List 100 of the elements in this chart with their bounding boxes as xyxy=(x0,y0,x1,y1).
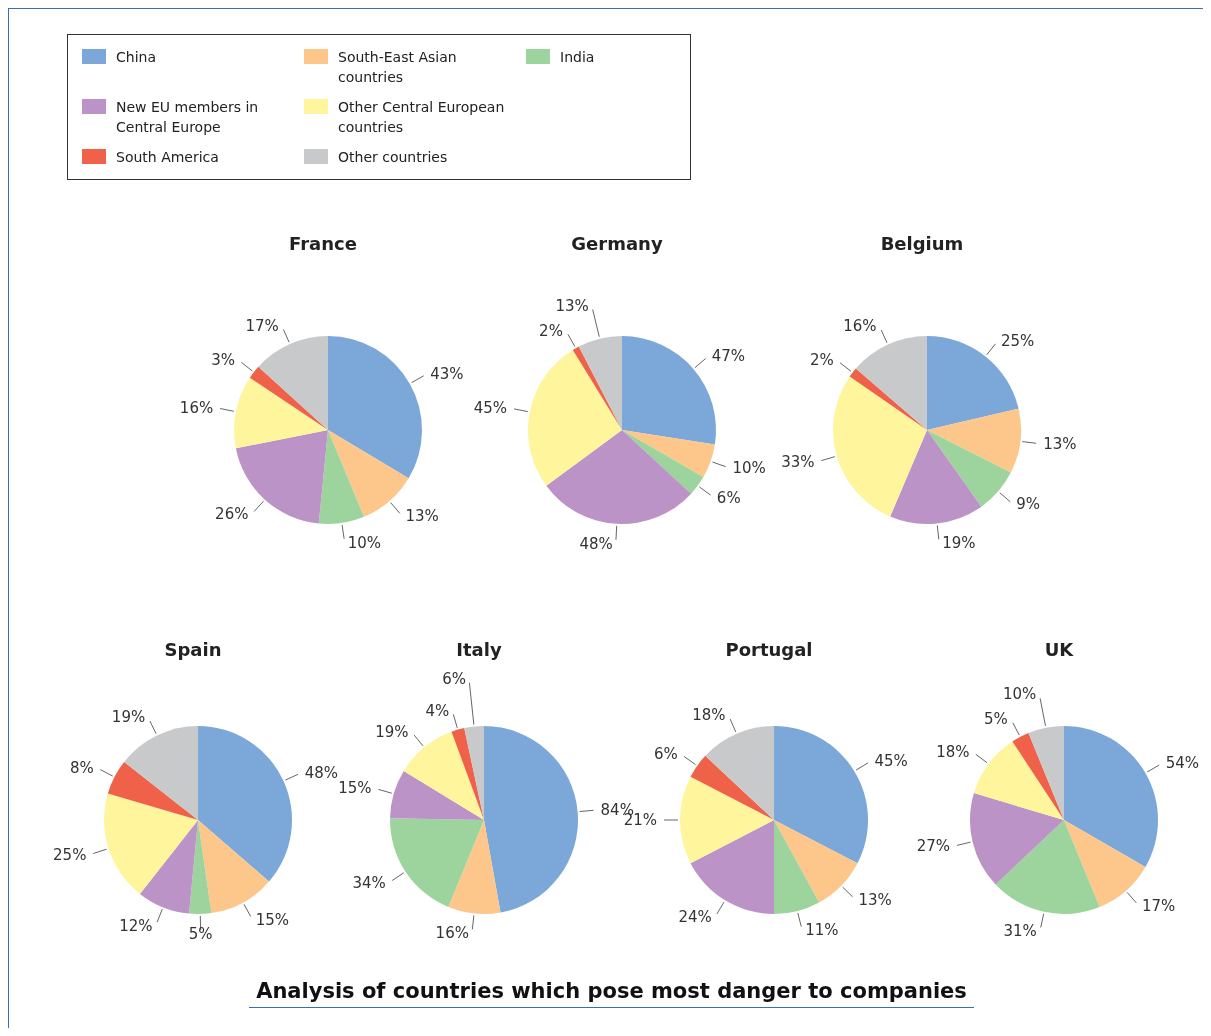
data-label: 48% xyxy=(579,534,613,553)
data-label: 4% xyxy=(425,701,450,720)
chart-title: UK xyxy=(1043,639,1075,662)
pie-slice xyxy=(622,430,715,477)
data-label: 45% xyxy=(473,399,508,418)
pie-slice xyxy=(622,430,704,494)
pie-slice xyxy=(258,336,328,430)
legend-label: South America xyxy=(116,148,220,167)
legend-label: China xyxy=(116,48,157,67)
pie-slice xyxy=(927,430,1011,507)
pie-slice xyxy=(849,368,927,430)
data-label: 10% xyxy=(732,459,766,477)
legend-label: South-East Asian countries xyxy=(338,48,458,87)
pie-slice xyxy=(578,336,622,430)
pie-slice xyxy=(833,376,927,517)
pie-slice xyxy=(484,726,578,913)
data-label: 19% xyxy=(375,722,409,741)
pie-slice xyxy=(705,726,774,820)
pie-slice xyxy=(546,430,692,524)
data-label: 6% xyxy=(442,669,466,688)
legend-label: New EU members in Central Europe xyxy=(116,98,260,137)
data-label: 9% xyxy=(1016,495,1041,514)
chart-title: Spain xyxy=(163,639,223,662)
data-label: 16% xyxy=(179,398,214,417)
data-label: 13% xyxy=(405,507,439,526)
pie-slice xyxy=(104,793,198,894)
legend-label: Other countries xyxy=(338,148,449,167)
data-label: 26% xyxy=(215,505,249,524)
chart-title: Italy xyxy=(455,639,503,662)
data-label: 43% xyxy=(430,364,464,383)
data-label: 12% xyxy=(119,916,153,935)
pie-slice xyxy=(680,776,774,864)
pie-slice xyxy=(1028,726,1064,820)
data-label: 11% xyxy=(805,921,839,940)
data-label: 3% xyxy=(211,350,236,369)
pie-slice xyxy=(1012,732,1064,820)
pie-slice xyxy=(448,820,501,914)
pie-slice xyxy=(198,726,292,882)
data-label: 45% xyxy=(874,751,908,770)
data-label: 10% xyxy=(347,533,382,552)
pie-slice xyxy=(390,771,484,820)
data-label: 13% xyxy=(1043,434,1077,453)
pie-slice xyxy=(855,336,927,430)
data-label: 6% xyxy=(654,745,678,764)
pie-slice xyxy=(198,820,270,914)
pie-slice xyxy=(328,430,409,517)
pie-slice xyxy=(1064,726,1158,867)
pie-slice xyxy=(572,346,622,430)
chart-title: Germany xyxy=(570,233,664,256)
data-label: 18% xyxy=(692,706,726,725)
pie-slice xyxy=(451,728,484,820)
text: France xyxy=(288,233,358,256)
pie-slice xyxy=(774,820,820,914)
pie-slice xyxy=(927,408,1021,473)
data-label: 17% xyxy=(1141,896,1176,915)
data-label: 16% xyxy=(435,924,469,943)
data-label: 31% xyxy=(1003,922,1037,941)
data-label: 15% xyxy=(255,911,289,930)
data-label: 34% xyxy=(352,873,386,892)
data-label: 18% xyxy=(936,742,970,761)
data-label: 16% xyxy=(843,317,877,336)
data-label: 24% xyxy=(678,908,712,927)
data-label: 25% xyxy=(53,845,87,864)
legend-label: India xyxy=(560,48,596,67)
pie-slice xyxy=(995,820,1100,914)
data-label: 33% xyxy=(781,452,815,471)
data-label: 17% xyxy=(245,316,279,335)
pie-slice xyxy=(124,726,198,820)
legend-label: Other Central European countries xyxy=(338,98,506,137)
pie-slice xyxy=(390,818,484,907)
data-label: 19% xyxy=(111,708,146,727)
pie-slice xyxy=(464,726,484,820)
chart-title: Belgium xyxy=(879,233,965,256)
pie-slice xyxy=(107,761,198,820)
data-label: 10% xyxy=(1002,685,1037,704)
data-label: 54% xyxy=(1165,754,1200,772)
pie-slice xyxy=(973,741,1064,820)
data-label: 15% xyxy=(338,779,372,798)
text: Analysis of countries which pose most danger to companies xyxy=(249,979,974,1008)
pie-slice xyxy=(528,349,622,486)
data-label: 48% xyxy=(304,763,339,782)
pie-slice xyxy=(970,793,1064,885)
chart-title: Portugal xyxy=(724,639,814,662)
pie-slice xyxy=(890,430,982,524)
pie-slice xyxy=(139,820,198,914)
data-label: 27% xyxy=(916,837,951,856)
pie-slice xyxy=(249,366,328,430)
pie-slice xyxy=(318,430,364,524)
data-label: 2% xyxy=(809,351,834,370)
data-label: 6% xyxy=(716,488,741,507)
pie-slice xyxy=(690,755,774,820)
data-label: 47% xyxy=(711,346,745,365)
data-label: 5% xyxy=(188,924,213,943)
pie-slice xyxy=(328,336,422,479)
data-label: 13% xyxy=(858,890,892,909)
data-label: 8% xyxy=(69,758,94,777)
data-label: 13% xyxy=(555,296,589,315)
data-label: 19% xyxy=(942,534,976,553)
data-label: 25% xyxy=(1000,331,1035,350)
data-label: 5% xyxy=(984,710,1008,729)
